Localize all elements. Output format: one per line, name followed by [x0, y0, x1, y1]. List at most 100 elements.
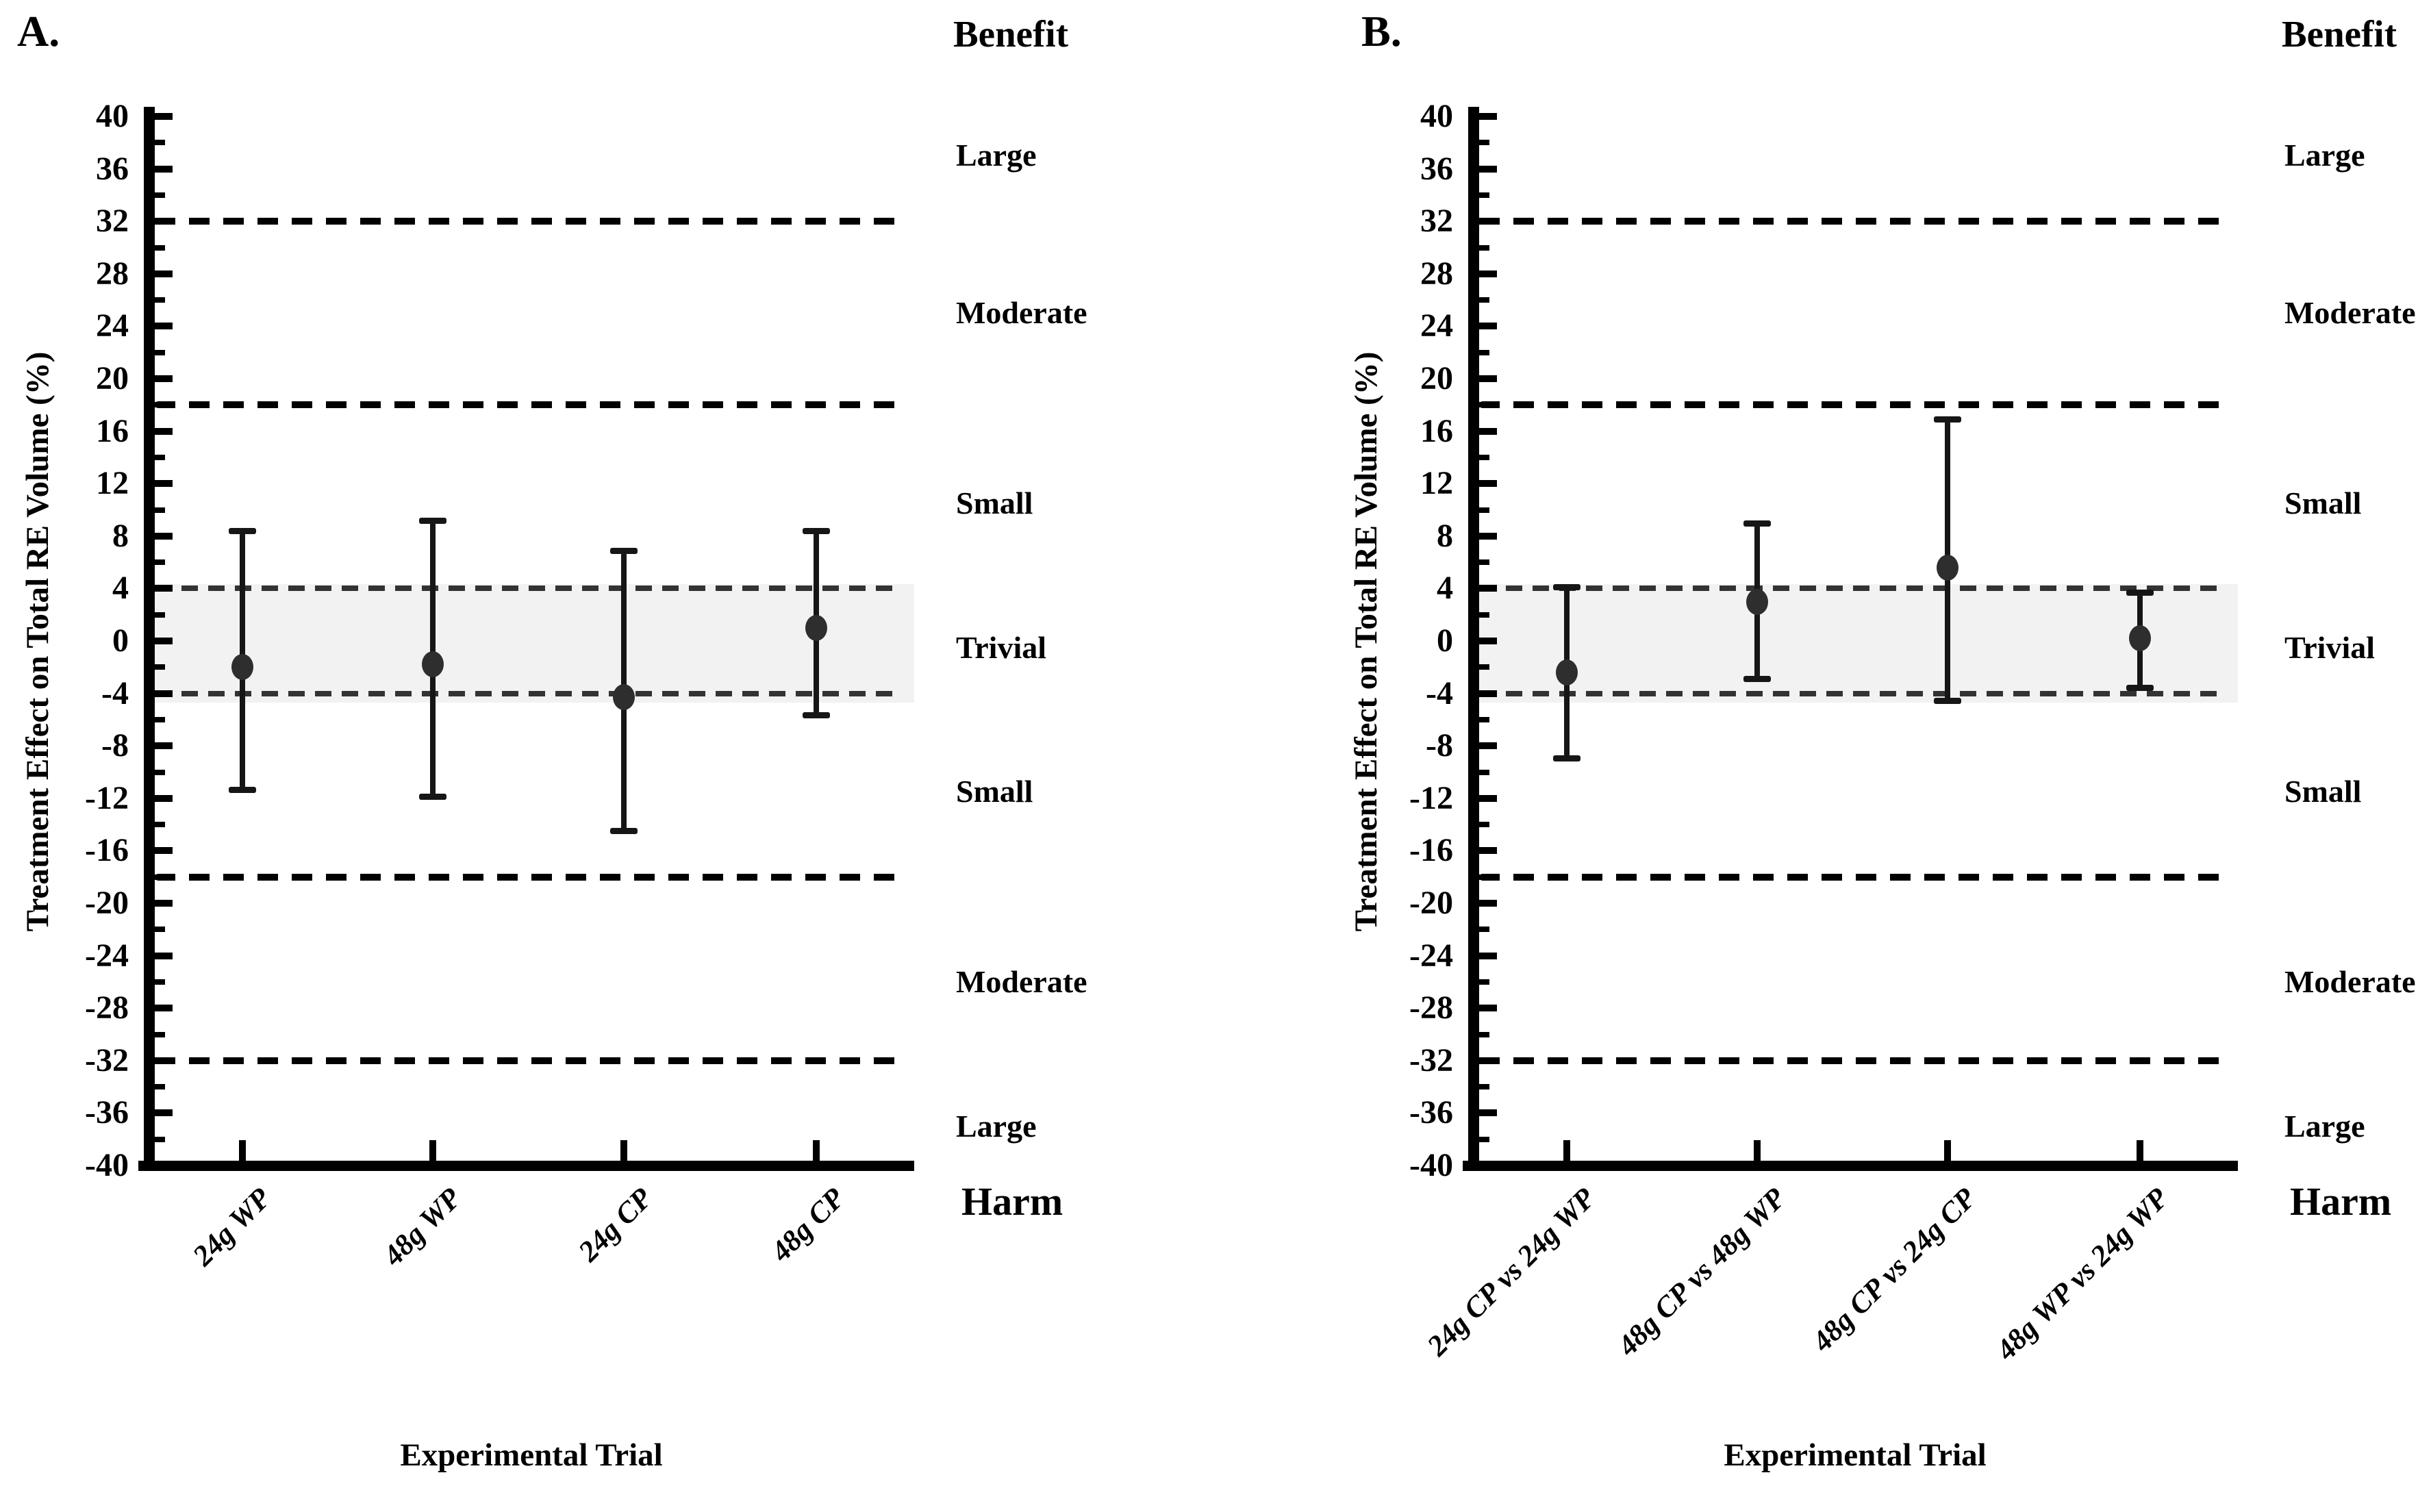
- y-tick-label: 28: [96, 255, 129, 292]
- reference-line--32: [1479, 1057, 2223, 1064]
- trivial-band-edge-line-4: [155, 585, 899, 591]
- y-minor-tick: [155, 874, 165, 880]
- zone-label-harm: Harm: [961, 1179, 1063, 1224]
- y-minor-tick: [155, 455, 165, 460]
- y-tick-label: -28: [1409, 990, 1453, 1026]
- error-bar-cap-upper: [2126, 590, 2154, 596]
- y-tick-label: 36: [96, 151, 129, 187]
- y-major-tick: [1479, 795, 1497, 802]
- y-minor-tick: [1479, 1032, 1489, 1037]
- mean-marker: [805, 615, 827, 641]
- y-major-tick: [1479, 953, 1497, 959]
- zone-label-small: Small: [2284, 486, 2362, 520]
- y-minor-tick: [1479, 1137, 1489, 1142]
- y-minor-tick: [1479, 192, 1489, 198]
- mean-marker: [613, 684, 635, 710]
- y-tick-label: 40: [1420, 98, 1453, 134]
- error-bar-cap-lower: [1743, 676, 1771, 682]
- y-minor-tick: [155, 245, 165, 251]
- y-tick-label: -20: [1409, 885, 1453, 921]
- y-minor-tick: [155, 507, 165, 513]
- y-tick-label: -4: [101, 675, 129, 711]
- trivial-band: [1479, 584, 2238, 703]
- mean-marker: [422, 651, 444, 677]
- mean-marker: [1937, 555, 1958, 581]
- y-tick-label: 16: [1420, 413, 1453, 449]
- y-major-tick: [1479, 113, 1497, 120]
- y-tick-label: -12: [1409, 780, 1453, 816]
- error-bar-cap-upper: [1743, 520, 1771, 527]
- zone-label-large: Large: [956, 1109, 1037, 1144]
- error-bar-cap-lower: [1934, 698, 1961, 704]
- trivial-band: [155, 584, 914, 703]
- y-major-tick: [1479, 742, 1497, 749]
- y-major-tick: [1479, 1109, 1497, 1116]
- y-minor-tick: [155, 770, 165, 775]
- y-minor-tick: [1479, 402, 1489, 407]
- x-category-tick: [813, 1140, 820, 1161]
- reference-line-18: [155, 401, 899, 408]
- mean-marker: [2129, 625, 2151, 651]
- y-axis-line: [1468, 107, 1479, 1170]
- y-minor-tick: [155, 559, 165, 565]
- y-tick-label: 28: [1420, 255, 1453, 292]
- y-minor-tick: [155, 350, 165, 355]
- y-major-tick: [1479, 585, 1497, 592]
- x-category-tick: [1944, 1140, 1951, 1161]
- reference-line--18: [1479, 874, 2223, 881]
- zone-label-moderate: Moderate: [956, 295, 1087, 330]
- y-minor-tick: [155, 192, 165, 198]
- y-minor-tick: [1479, 874, 1489, 880]
- x-axis-line: [1463, 1161, 2238, 1171]
- y-tick-label: 4: [1437, 570, 1453, 606]
- y-tick-label: 0: [1437, 622, 1453, 659]
- y-tick-label: 20: [96, 360, 129, 396]
- y-tick-label: -24: [1409, 937, 1453, 974]
- x-category-tick: [429, 1140, 436, 1161]
- y-minor-tick: [155, 979, 165, 985]
- y-tick-label: 40: [96, 98, 129, 134]
- x-axis-line: [138, 1161, 914, 1171]
- y-axis-line: [144, 107, 155, 1170]
- y-major-tick: [155, 166, 173, 173]
- x-category-tick: [239, 1140, 246, 1161]
- y-tick-label: 32: [1420, 203, 1453, 239]
- error-bar-cap-lower: [803, 712, 830, 718]
- y-minor-tick: [155, 1032, 165, 1037]
- y-minor-tick: [1479, 1084, 1489, 1089]
- zone-label-large: Large: [956, 138, 1037, 173]
- y-major-tick: [155, 428, 173, 435]
- y-minor-tick: [1479, 717, 1489, 722]
- y-minor-tick: [1479, 927, 1489, 932]
- zone-label-trivial: Trivial: [956, 630, 1047, 665]
- trivial-band-edge-line--4: [155, 691, 899, 696]
- y-major-tick: [1479, 480, 1497, 487]
- y-minor-tick: [155, 297, 165, 303]
- mean-marker: [231, 654, 253, 680]
- y-tick-label: -4: [1426, 675, 1453, 711]
- trivial-band-edge-line-4: [1479, 585, 2223, 591]
- y-minor-tick: [155, 612, 165, 618]
- category-label: 48g CP vs 48g WP: [1611, 1182, 1792, 1363]
- y-tick-label: -28: [85, 990, 129, 1026]
- zone-label-moderate: Moderate: [2284, 964, 2416, 999]
- error-bar-cap-upper: [610, 548, 638, 554]
- y-major-tick: [155, 533, 173, 540]
- y-tick-label: -24: [85, 937, 129, 974]
- y-major-tick: [1479, 900, 1497, 907]
- y-major-tick: [155, 1109, 173, 1116]
- y-tick-label: -32: [85, 1042, 129, 1079]
- x-category-tick: [620, 1140, 627, 1161]
- y-minor-tick: [1479, 979, 1489, 985]
- y-tick-label: -40: [85, 1147, 129, 1183]
- y-tick-label: 4: [112, 570, 129, 606]
- y-major-tick: [1479, 270, 1497, 277]
- reference-line--18: [155, 874, 899, 881]
- error-bar-cap-lower: [419, 794, 446, 800]
- y-major-tick: [155, 795, 173, 802]
- y-minor-tick: [155, 717, 165, 722]
- y-major-tick: [155, 375, 173, 382]
- zone-label-small: Small: [956, 486, 1033, 520]
